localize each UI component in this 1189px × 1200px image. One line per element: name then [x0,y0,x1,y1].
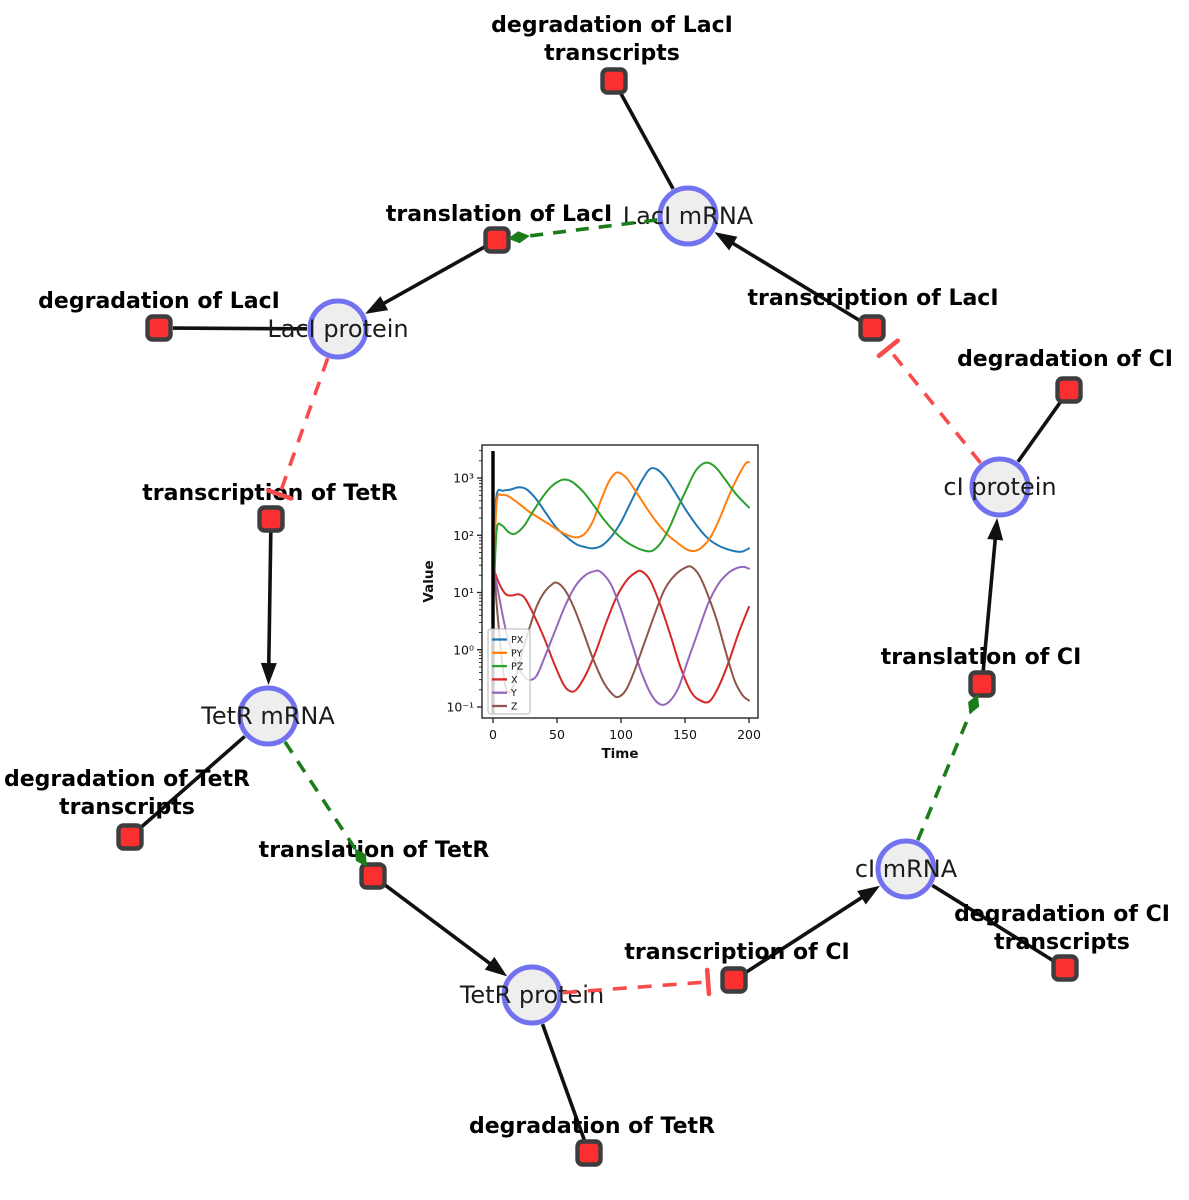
species-label-ci-protein: cI protein [943,473,1056,501]
edge-consumption-laci-protein-to-deg-laci [172,326,308,331]
edge-consumption-tetr-mrna-to-deg-tetr-tx [139,735,246,830]
edge-production-transl-laci-to-laci-protein [379,244,487,307]
series-line-x [493,569,750,704]
reaction-label-transl-ci: translation of CI [881,645,1082,670]
edge-modifier-laci-mrna-to-transl-laci-diamond-head [507,231,530,244]
edge-modifier-tetr-mrna-to-transl-tetr-diamond-head [354,848,367,867]
reaction-node-transcr-laci [858,314,886,342]
edge-inhibition-laci-protein-to-transcr-tetr-tee-head [266,488,294,501]
reaction-node-deg-laci [145,314,173,342]
edge-production-transcr-tetr-to-tetr-mrna [266,531,273,668]
species-label-ci-mrna: cI mRNA [855,855,958,883]
edge-consumption-laci-mrna-to-deg-laci-tx [619,92,675,190]
edge-inhibition-tetr-protein-to-transcr-ci-tee-head [704,967,712,997]
x-axis-label: Time [601,746,638,762]
edge-inhibition-laci-protein-to-transcr-tetr [277,357,330,496]
x-tick-label: 150 [673,727,697,742]
reaction-node-transl-ci [968,670,996,698]
edge-production-transcr-ci-to-ci-mrna-arrowhead [857,885,880,905]
legend-entry-z: Z [511,702,518,713]
series-line-py [493,461,750,559]
plot-legend: PX PY PZ XYZ [487,628,531,715]
x-tick-label: 100 [609,727,633,742]
edge-consumption-ci-protein-to-deg-ci [1016,400,1063,463]
x-tick-label: 0 [489,727,497,742]
legend-entry-pz: PZ [511,662,524,673]
edge-production-transl-tetr-to-tetr-protein-arrowhead [484,956,508,977]
y-tick-label: 10¹ [453,585,474,600]
species-node-ci-mrna [875,838,937,900]
edge-production-transcr-tetr-to-tetr-mrna-arrowhead [260,662,277,686]
species-label-laci-protein: LacI protein [267,315,408,343]
edge-production-transcr-laci-to-laci-mrna [728,239,862,323]
edge-modifier-tetr-mrna-to-transl-tetr [283,740,359,852]
y-tick-label: 10⁻¹ [446,700,474,715]
reaction-label-transl-laci: translation of LacI [386,202,612,227]
edge-inhibition-ci-protein-to-transcr-laci-tee-head [876,338,900,359]
reaction-label-deg-laci-tx: degradation of LacI [491,13,733,38]
edge-modifier-ci-mrna-to-transl-ci [916,711,973,842]
x-tick-label: 50 [549,727,565,742]
species-label-tetr-protein: TetR protein [459,981,604,1009]
reaction-label-deg-ci: degradation of CI [957,347,1173,372]
y-axis-label: Value [421,560,437,602]
edge-consumption-ci-mrna-to-deg-ci-tx [931,883,1055,963]
edge-modifier-ci-mrna-to-transl-ci-diamond-head [968,694,980,715]
reaction-label-deg-tetr: degradation of TetR [469,1114,715,1139]
series-line-px [493,467,750,553]
reaction-label-deg-laci-tx: transcripts [544,41,680,66]
reaction-label-deg-ci-tx: degradation of CI [954,902,1170,927]
solid-edges-layer [139,92,1063,1141]
reaction-node-transl-tetr [359,862,387,890]
reaction-label-transl-tetr: translation of TetR [259,838,490,863]
reaction-node-transl-laci [483,226,511,254]
reaction-label-deg-tetr-tx: transcripts [59,795,195,820]
reaction-node-transcr-ci [720,966,748,994]
reaction-label-deg-laci: degradation of LacI [38,289,280,314]
y-tick-label: 10² [453,528,474,543]
reaction-node-deg-laci-tx [600,67,628,95]
reaction-node-transcr-tetr [257,505,285,533]
reaction-node-deg-ci-tx [1051,954,1079,982]
edge-production-transl-ci-to-ci-protein [981,535,998,672]
nodes-layer [116,67,1083,1167]
legend-box [487,628,531,715]
reaction-node-deg-ci [1055,376,1083,404]
edge-production-transl-ci-to-ci-protein-arrowhead [987,517,1004,541]
y-tick-label: 10³ [453,471,474,486]
edge-production-transl-tetr-to-tetr-protein [382,882,494,968]
species-node-tetr-protein [501,964,563,1026]
legend-entry-py: PY [511,648,523,659]
species-node-ci-protein [969,456,1031,518]
reaction-node-deg-tetr [575,1139,603,1167]
reaction-node-deg-tetr-tx [116,823,144,851]
species-node-laci-protein [307,298,369,360]
species-label-laci-mrna: LacI mRNA [623,202,754,230]
labels-layer: LacI mRNA LacI protein TetR mRNA TetR prote… [4,13,1173,1139]
reaction-label-transcr-ci: transcription of CI [624,940,849,965]
edge-production-transcr-ci-to-ci-mrna [743,894,866,975]
reaction-label-deg-ci-tx: transcripts [994,930,1130,955]
edge-consumption-tetr-protein-to-deg-tetr [540,1023,586,1141]
series-line-pz [493,461,750,582]
edge-production-transcr-laci-to-laci-mrna-arrowhead [714,232,738,251]
edge-production-transl-laci-to-laci-protein-arrowhead [365,296,389,314]
species-label-tetr-mrna: TetR mRNA [200,702,335,730]
legend-entry-x: X [511,675,518,686]
reaction-label-transcr-laci: transcription of LacI [747,286,998,311]
legend-entry-y: Y [510,688,517,699]
x-tick-label: 200 [737,727,761,742]
legend-entry-px: PX [511,635,524,646]
y-tick-label: 10⁰ [453,642,474,657]
reaction-label-deg-tetr-tx: degradation of TetR [4,767,250,792]
species-node-tetr-mrna [237,685,299,747]
regulatory-edges-layer [266,218,982,997]
species-node-laci-mrna [657,185,719,247]
